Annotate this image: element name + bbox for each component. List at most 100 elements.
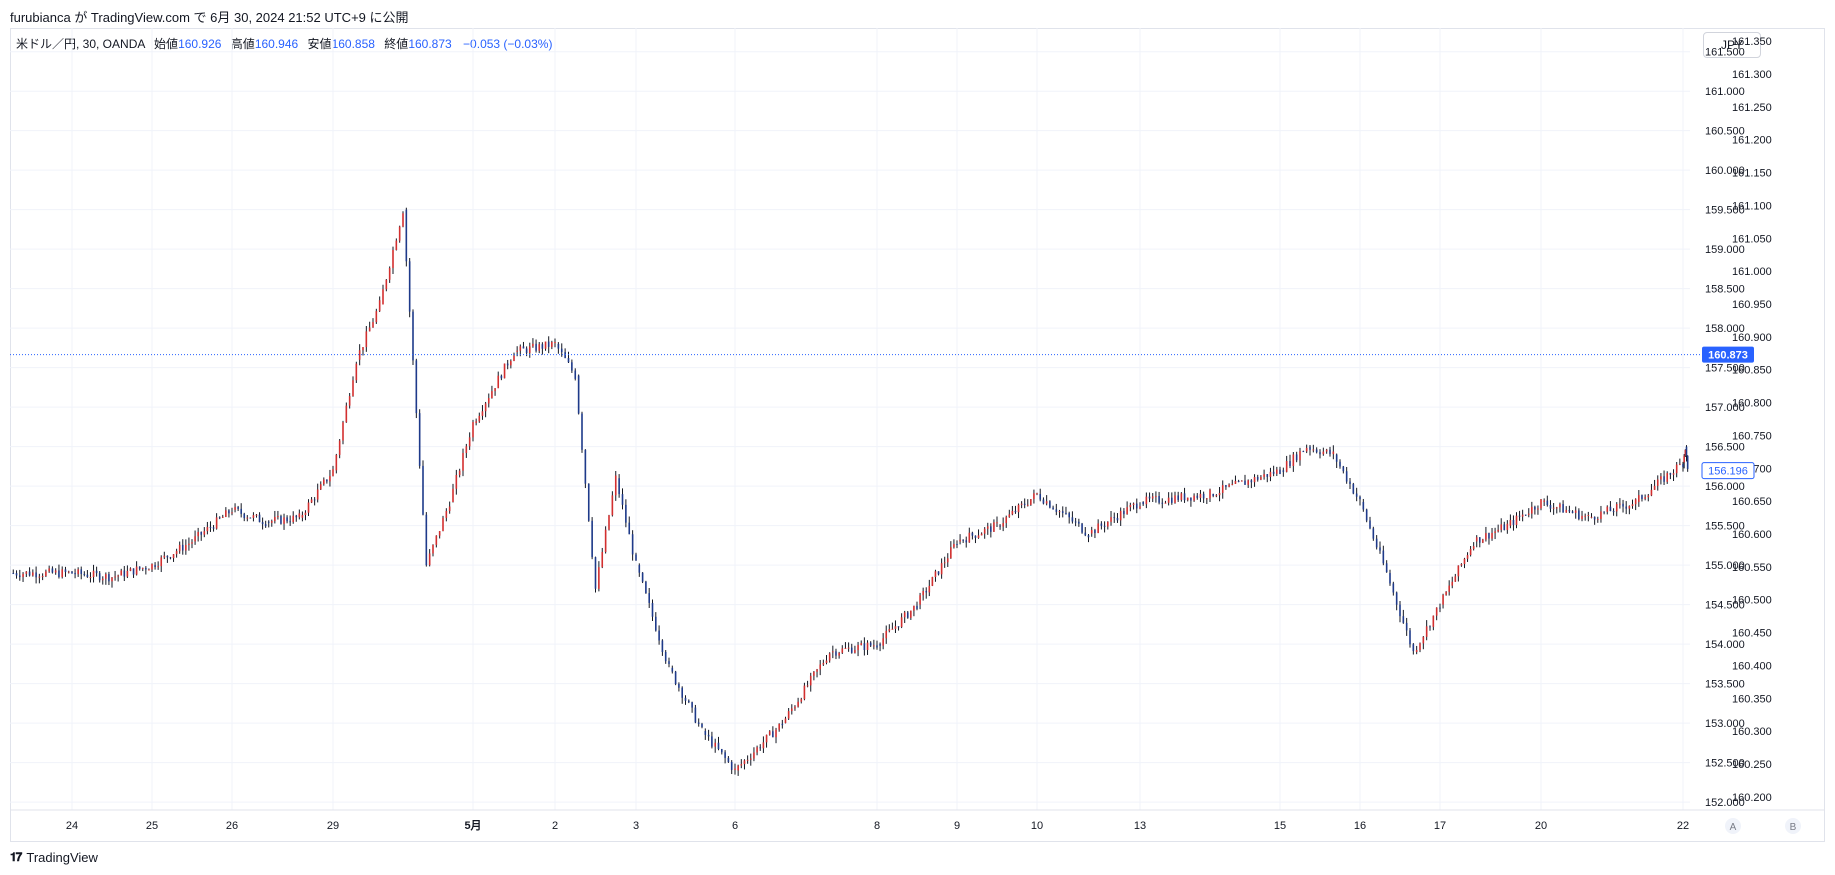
- candle-body: [1349, 481, 1351, 484]
- candle-body: [866, 642, 869, 650]
- candle-body: [775, 729, 777, 738]
- candle-body: [1180, 493, 1183, 500]
- candle-body: [240, 508, 242, 514]
- candle-body: [897, 626, 900, 628]
- time-axis-tick: 2: [552, 820, 558, 832]
- candle-body: [487, 398, 490, 404]
- candle-body: [841, 648, 844, 653]
- candle-body: [1260, 476, 1262, 480]
- candle-body: [228, 510, 230, 514]
- candle-body: [1679, 463, 1681, 465]
- candle-body: [1058, 511, 1061, 513]
- currency-button[interactable]: JPY: [1703, 32, 1761, 58]
- candle-body: [1663, 476, 1665, 482]
- candle-body: [1065, 512, 1067, 514]
- candle-body: [1352, 483, 1355, 494]
- candle-body: [1379, 547, 1381, 551]
- candle-body: [455, 474, 458, 489]
- candle-body: [1026, 504, 1029, 506]
- candle-body: [41, 575, 44, 577]
- candle-body: [342, 422, 344, 441]
- candle-body: [1126, 507, 1128, 515]
- candle-body: [1269, 471, 1272, 477]
- candle-body: [1415, 649, 1418, 653]
- candle-body: [1584, 515, 1586, 517]
- candle-body: [928, 585, 931, 593]
- time-axis-tick: 25: [146, 820, 158, 832]
- candle-body: [169, 557, 172, 559]
- candle-body: [1039, 494, 1042, 500]
- candle-body: [1603, 511, 1605, 513]
- candle-body: [428, 553, 431, 566]
- ohlc-legend: 米ドル／円, 30, OANDA 始値160.926 高値160.946 安値1…: [16, 35, 552, 52]
- candle-body: [231, 512, 233, 514]
- candle-body: [1509, 519, 1512, 526]
- candle-body: [1186, 497, 1189, 501]
- candlestick-chart[interactable]: 161.350 161.300 161.250 161.200 161.150 161.1…: [0, 0, 1835, 842]
- candle-body: [1183, 493, 1186, 501]
- candle-body: [348, 396, 351, 406]
- axis-button-b: B: [1790, 822, 1797, 833]
- candle-body: [422, 465, 424, 515]
- candle-body: [1389, 573, 1391, 584]
- candle-body: [1669, 473, 1672, 475]
- candle-body: [674, 671, 677, 685]
- candle-body: [286, 517, 288, 522]
- candle-body: [345, 405, 348, 423]
- candle-body: [1142, 501, 1144, 505]
- left-axis-tick: 161.000: [1732, 266, 1772, 278]
- candle-body: [1653, 485, 1656, 490]
- candle-body: [940, 563, 943, 575]
- candle-body: [163, 555, 166, 558]
- candle-body: [412, 311, 414, 361]
- candle-body: [1119, 510, 1122, 521]
- candle-body: [1196, 495, 1199, 498]
- candle-body: [544, 341, 547, 349]
- candle-body: [743, 760, 746, 765]
- candle-body: [535, 343, 537, 351]
- candle-body: [910, 610, 912, 618]
- candle-body: [604, 529, 607, 552]
- candle-body: [1097, 523, 1099, 534]
- candle-body: [1628, 506, 1631, 509]
- current-price-tag-bg: [1702, 346, 1754, 363]
- candle-body: [432, 544, 434, 554]
- candle-body: [681, 687, 683, 698]
- axis-button-bg: [1785, 818, 1801, 834]
- candle-body: [765, 734, 768, 743]
- candle-body: [267, 521, 270, 523]
- right-axis-tick: 155.500: [1705, 521, 1745, 533]
- candle-body: [906, 612, 909, 618]
- candle-body: [388, 268, 391, 280]
- candle-body: [1587, 514, 1590, 516]
- candle-body: [1590, 516, 1593, 518]
- candle-body: [452, 488, 454, 502]
- candle-body: [38, 576, 41, 578]
- candle-body: [860, 643, 863, 646]
- candle-body: [678, 684, 680, 688]
- left-axis-tick: 160.800: [1732, 398, 1772, 410]
- candle-body: [1612, 511, 1615, 513]
- candle-body: [625, 504, 627, 523]
- candle-body: [301, 514, 304, 518]
- candle-body: [1061, 511, 1064, 513]
- candle-body: [329, 476, 331, 482]
- candle-body: [900, 617, 903, 627]
- candle-body: [645, 581, 647, 594]
- candle-body: [206, 526, 209, 532]
- candle-body: [274, 516, 276, 522]
- left-axis-tick: 161.050: [1732, 233, 1772, 245]
- candle-body: [191, 542, 193, 544]
- left-axis-tick: 160.350: [1732, 693, 1772, 705]
- candle-body: [953, 543, 955, 548]
- candle-body: [243, 513, 246, 519]
- time-axis-tick: 17: [1434, 820, 1446, 832]
- candle-body: [1488, 533, 1490, 539]
- candle-body: [838, 652, 840, 656]
- candle-body: [574, 370, 577, 379]
- candle-body: [1342, 466, 1345, 472]
- candle-body: [813, 671, 815, 676]
- close-value: 160.873: [408, 37, 452, 51]
- candle-body: [538, 344, 541, 351]
- candle-body: [1292, 454, 1295, 466]
